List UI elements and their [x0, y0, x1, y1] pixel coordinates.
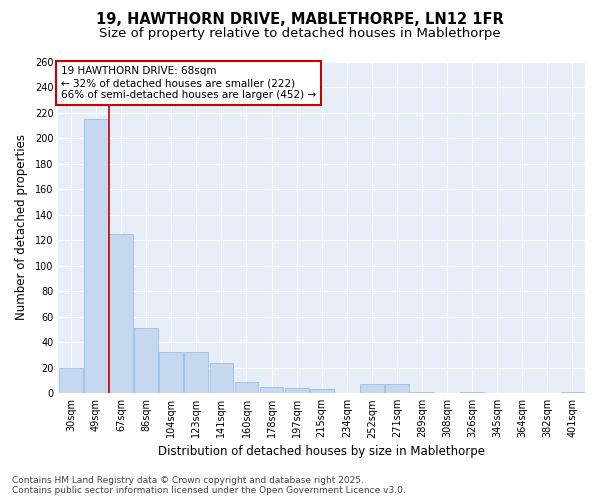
- Bar: [134, 328, 158, 393]
- Y-axis label: Number of detached properties: Number of detached properties: [15, 134, 28, 320]
- Bar: [209, 362, 233, 393]
- Bar: [160, 352, 183, 393]
- Text: Size of property relative to detached houses in Mablethorpe: Size of property relative to detached ho…: [99, 28, 501, 40]
- X-axis label: Distribution of detached houses by size in Mablethorpe: Distribution of detached houses by size …: [158, 444, 485, 458]
- Text: 19 HAWTHORN DRIVE: 68sqm
← 32% of detached houses are smaller (222)
66% of semi-: 19 HAWTHORN DRIVE: 68sqm ← 32% of detach…: [61, 66, 316, 100]
- Bar: [235, 382, 259, 393]
- Bar: [84, 119, 108, 393]
- Bar: [460, 392, 484, 393]
- Bar: [385, 384, 409, 393]
- Bar: [410, 392, 434, 393]
- Text: 19, HAWTHORN DRIVE, MABLETHORPE, LN12 1FR: 19, HAWTHORN DRIVE, MABLETHORPE, LN12 1F…: [96, 12, 504, 28]
- Bar: [285, 388, 308, 393]
- Bar: [184, 352, 208, 393]
- Bar: [260, 387, 283, 393]
- Bar: [360, 384, 384, 393]
- Text: Contains HM Land Registry data © Crown copyright and database right 2025.
Contai: Contains HM Land Registry data © Crown c…: [12, 476, 406, 495]
- Bar: [109, 234, 133, 393]
- Bar: [560, 392, 584, 393]
- Bar: [310, 390, 334, 393]
- Bar: [59, 368, 83, 393]
